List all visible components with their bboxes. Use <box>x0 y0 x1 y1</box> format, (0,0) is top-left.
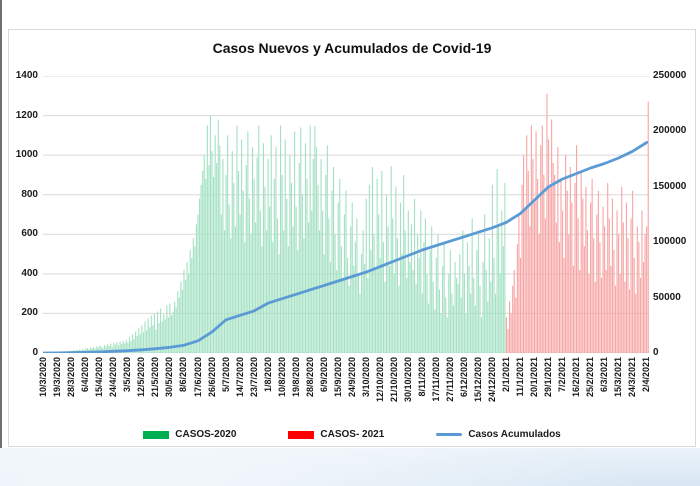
x-axis-date-label: 17/6/2020 <box>192 357 203 398</box>
x-axis-date-label: 28/3/2020 <box>66 357 77 398</box>
x-axis-date-label: 19/3/2020 <box>52 357 63 398</box>
legend-item-casos-2021: CASOS- 2021 <box>288 429 384 440</box>
left-axis-tick-label: 200 <box>21 307 38 319</box>
chart-plot-area <box>43 76 649 353</box>
x-axis-date-label: 25/2/2021 <box>585 357 596 398</box>
x-axis-date-label: 24/9/2020 <box>346 357 357 398</box>
right-axis-tick-label: 50000 <box>653 291 681 303</box>
x-axis-date-label: 15/3/2021 <box>613 357 624 398</box>
daily-cases-bars <box>43 93 649 353</box>
legend-label: Casos Acumulados <box>468 429 561 440</box>
x-axis-date-label: 24/12/2020 <box>486 357 497 403</box>
x-axis-date-label: 16/2/2021 <box>571 357 582 398</box>
x-axis-date-label: 10/3/2020 <box>38 357 49 398</box>
x-axis-date-label: 3/5/2020 <box>122 357 133 393</box>
x-axis-date-label: 6/9/2020 <box>318 357 329 393</box>
x-axis-date-label: 14/7/2020 <box>234 357 245 398</box>
legend-label: CASOS-2020 <box>175 429 237 440</box>
x-axis-date-label: 30/10/2020 <box>402 357 413 403</box>
x-axis-date-label: 30/5/2020 <box>164 357 175 398</box>
left-axis-tick-label: 0 <box>32 347 38 358</box>
x-axis-date-label: 6/12/2020 <box>458 357 469 398</box>
slide-left-edge <box>0 0 2 449</box>
slide-bottom-decoration <box>0 448 700 486</box>
right-axis-tick-label: 200000 <box>653 125 687 137</box>
x-axis-date-label: 7/2/2021 <box>557 357 568 393</box>
x-axis-date-label: 21/10/2020 <box>388 357 399 403</box>
legend-item-casos-2020: CASOS-2020 <box>143 429 236 440</box>
x-axis-date-label: 27/11/2020 <box>444 357 455 402</box>
x-axis-date-label: 15/12/2020 <box>472 357 483 403</box>
right-axis-tick-label: 0 <box>653 347 659 358</box>
x-axis-date-label: 20/1/2021 <box>528 357 539 398</box>
x-axis-date-label: 28/8/2020 <box>304 357 315 398</box>
x-axis-date-label: 8/6/2020 <box>178 357 189 393</box>
chart-title: Casos Nuevos y Acumulados de Covid-19 <box>212 40 492 56</box>
right-axis-tick-label: 150000 <box>653 180 687 192</box>
x-axis-date-label: 21/5/2020 <box>150 357 161 398</box>
left-axis-tick-label: 800 <box>21 188 38 200</box>
x-axis-date-label: 1/8/2020 <box>262 357 273 393</box>
x-axis-date-label: 2/4/2021 <box>641 357 652 393</box>
blue-line-swatch-icon <box>436 433 463 436</box>
x-axis-date-label: 17/11/2020 <box>430 357 441 402</box>
x-axis-date-label: 15/4/2020 <box>94 357 105 398</box>
x-axis-date-label: 15/9/2020 <box>332 357 343 398</box>
x-axis-date-label: 29/1/2021 <box>543 357 554 398</box>
legend-label: CASOS- 2021 <box>320 429 385 440</box>
left-axis-tick-label: 1200 <box>15 109 38 121</box>
x-axis-date-label: 24/3/2021 <box>627 357 638 398</box>
left-axis-tick-label: 400 <box>21 267 38 279</box>
right-axis-tick-label: 100000 <box>653 236 687 248</box>
x-axis-date-label: 11/1/2021 <box>514 357 525 397</box>
chart-legend: CASOS-2020 CASOS- 2021 Casos Acumulados <box>9 429 695 440</box>
cumulative-cases-line <box>43 141 649 353</box>
x-axis-date-label: 6/4/2020 <box>80 357 91 393</box>
x-axis-date-label: 10/8/2020 <box>276 357 287 398</box>
x-axis-date-label: 12/10/2020 <box>374 357 385 403</box>
right-axis-tick-label: 250000 <box>653 70 687 81</box>
x-axis-date-label: 6/3/2021 <box>599 357 610 393</box>
x-axis-date-label: 26/6/2020 <box>206 357 217 398</box>
left-axis-tick-label: 1400 <box>15 70 38 81</box>
x-axis-date-label: 12/5/2020 <box>136 357 147 398</box>
x-axis-date-label: 24/4/2020 <box>108 357 119 398</box>
left-axis-tick-label: 600 <box>21 228 38 240</box>
legend-item-casos-acumulados: Casos Acumulados <box>436 429 561 440</box>
green-bar-swatch-icon <box>143 430 170 439</box>
x-axis-date-label: 5/7/2020 <box>220 357 231 393</box>
x-axis-date-label: 8/11/2020 <box>416 357 427 397</box>
x-axis-date-label: 2/1/2021 <box>500 357 511 393</box>
red-bar-swatch-icon <box>288 430 315 439</box>
x-axis-date-label: 19/8/2020 <box>290 357 301 398</box>
left-axis-tick-label: 1000 <box>15 149 38 161</box>
x-axis-date-label: 23/7/2020 <box>248 357 259 398</box>
x-axis-date-label: 3/10/2020 <box>360 357 371 398</box>
